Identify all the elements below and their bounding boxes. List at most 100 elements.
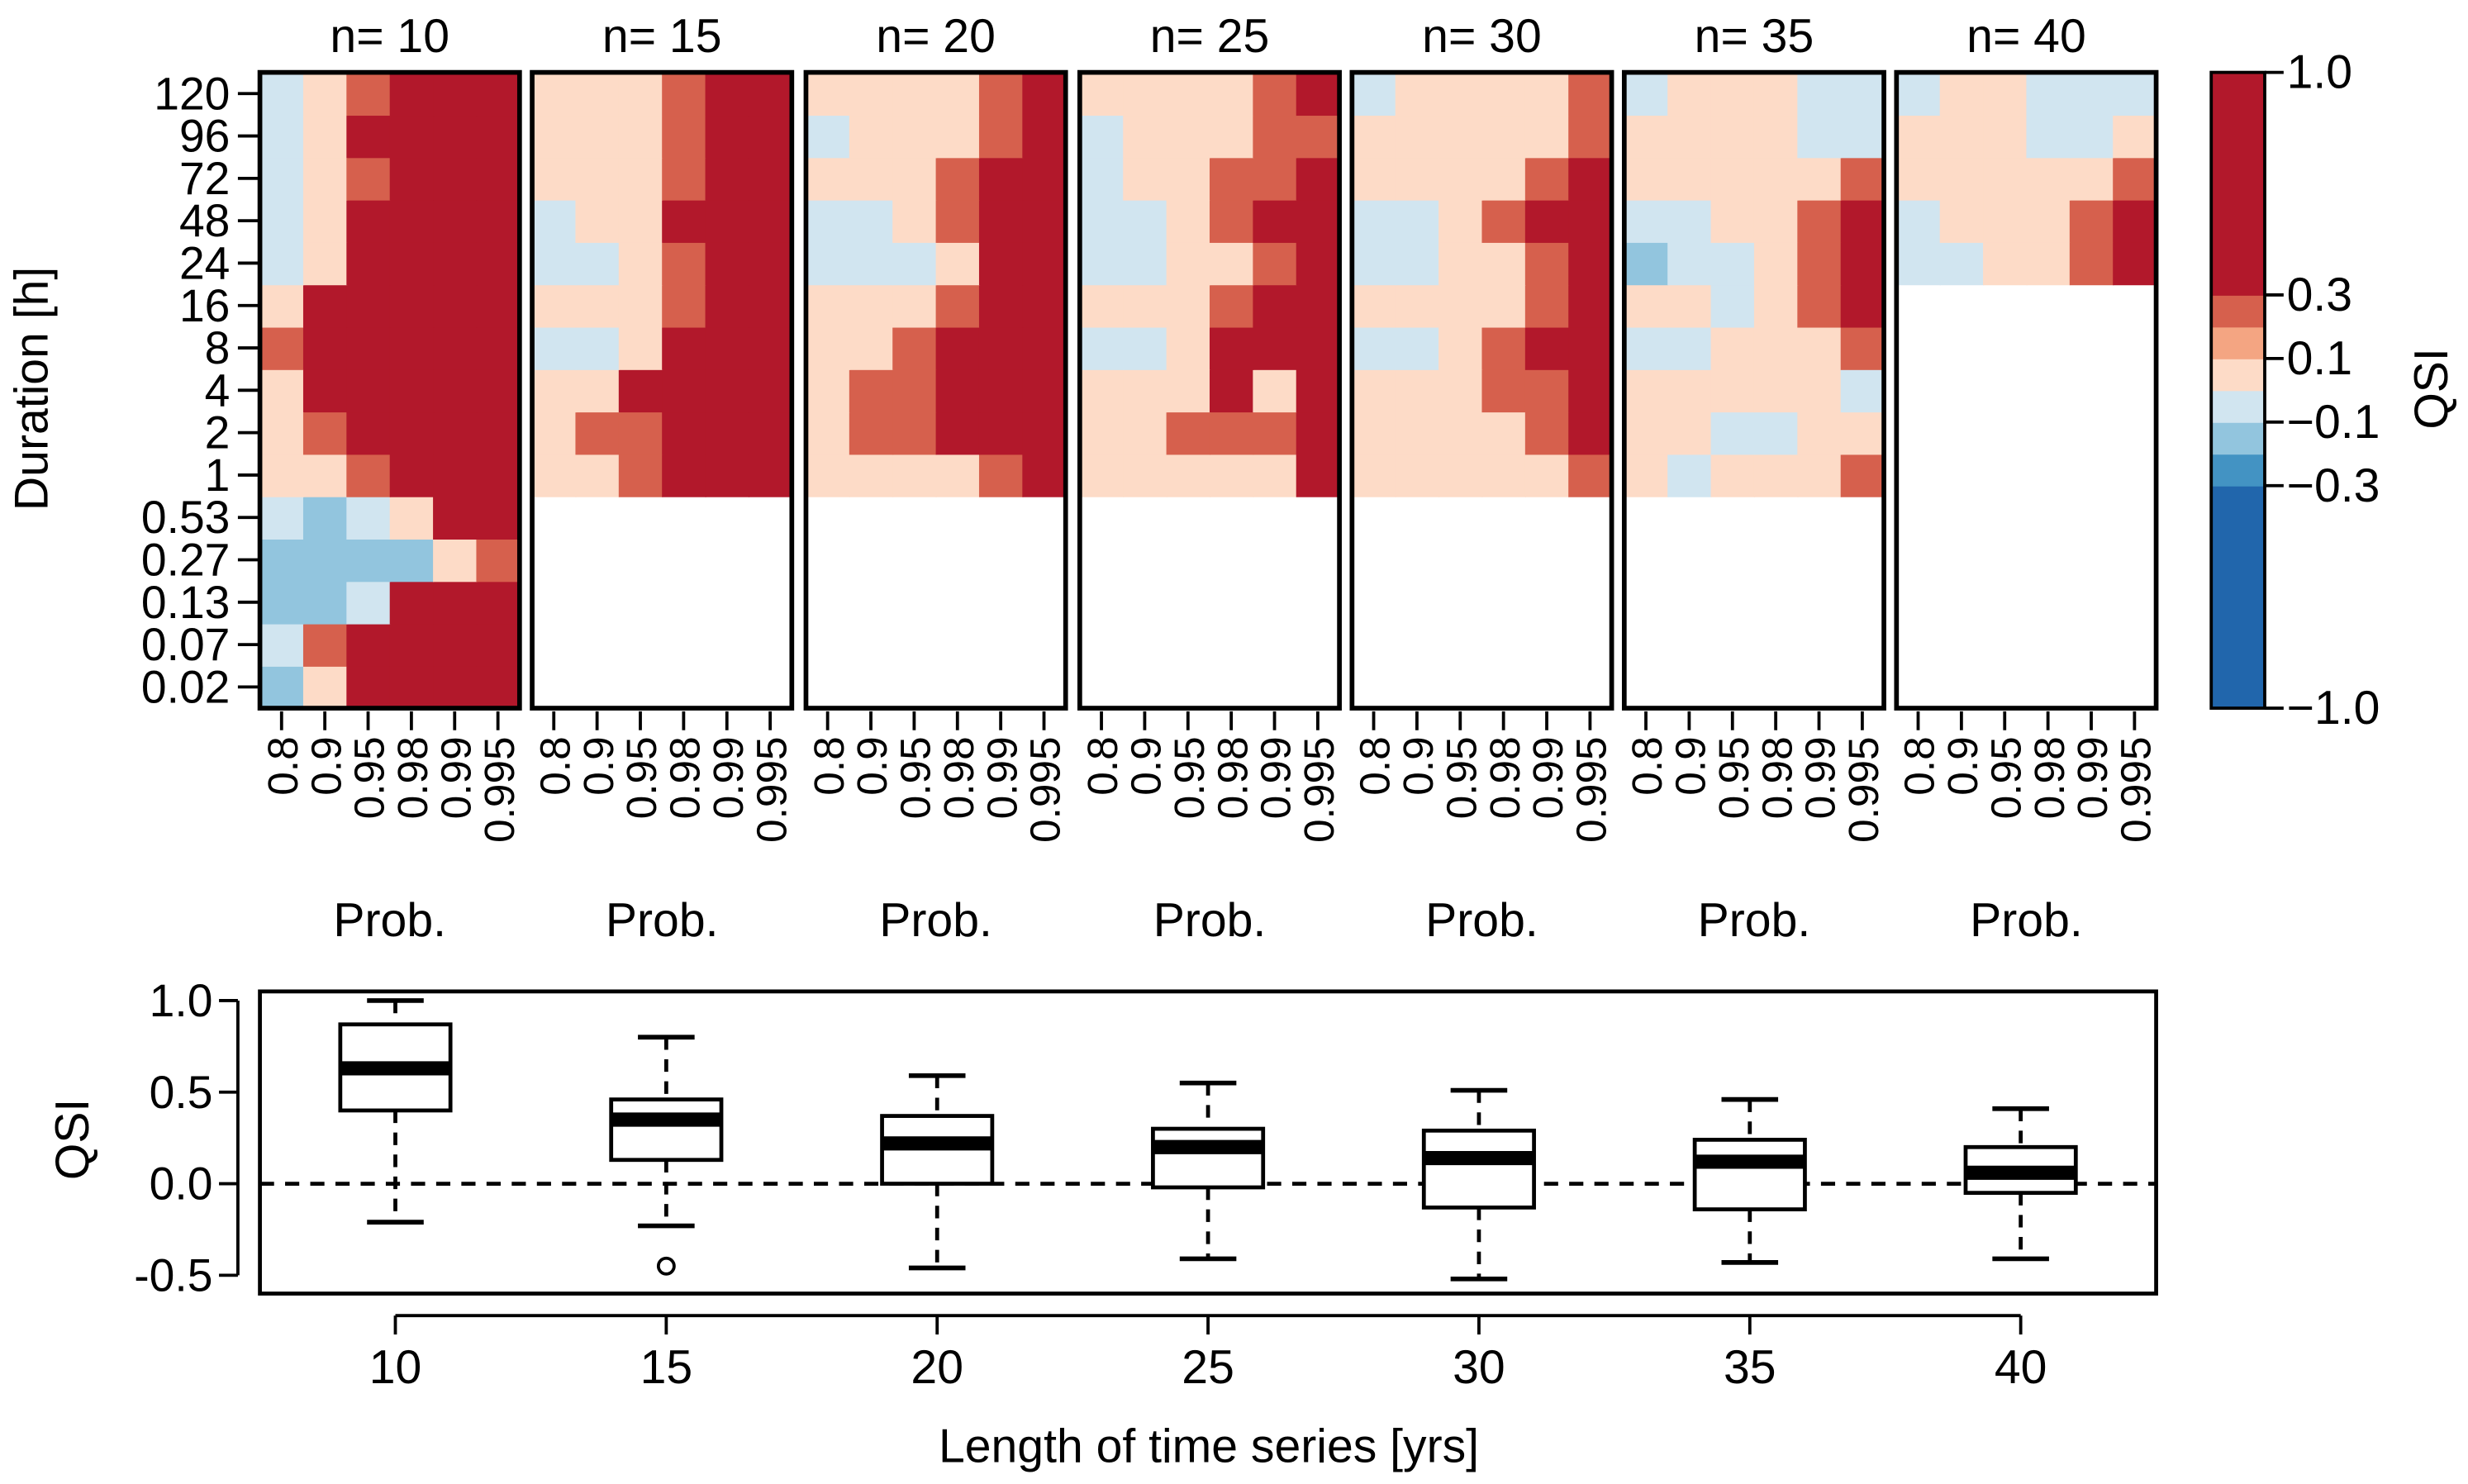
heatmap-cell	[705, 199, 750, 243]
heatmap-cell	[1352, 157, 1396, 201]
colorbar-tick-label: −0.1	[2287, 396, 2380, 449]
heatmap-x-tick-label: 0.9	[1122, 736, 1170, 795]
heatmap-cell	[705, 326, 750, 370]
heatmap-cell	[1568, 157, 1613, 201]
heatmap-cell	[1667, 241, 1712, 286]
heatmap-panel-4: n= 25 0.80.90.950.980.990.995 Prob.	[1077, 10, 1343, 947]
heatmap-cell	[259, 623, 305, 667]
heatmap-cell	[1797, 72, 1842, 117]
box-body	[1421, 1128, 1536, 1210]
heatmap-y-tick-label: 48	[179, 195, 230, 246]
heatmap-cell	[1079, 114, 1125, 159]
heatmap-cell	[1710, 454, 1756, 497]
heatmap-x-tick-label: 0.995	[2112, 736, 2160, 843]
heatmap-cell	[1352, 411, 1396, 455]
heatmap-cell	[1753, 369, 1799, 413]
heatmap-cell	[849, 72, 894, 117]
heatmap-cell	[806, 199, 850, 243]
colorbar: 1.0 0.3 0.1 −0.1 −0.3 −1.0	[2209, 46, 2380, 735]
heatmap-cell	[476, 157, 521, 201]
heatmap-panel-frame	[1894, 69, 2159, 711]
heatmap-cell	[1352, 326, 1396, 370]
heatmap-cell	[978, 157, 1024, 201]
heatmap-cell	[476, 369, 521, 413]
heatmap-cell	[748, 114, 793, 159]
heatmap-cell	[389, 199, 435, 243]
heatmap-cell	[1395, 114, 1440, 159]
heatmap-cell	[2113, 157, 2157, 201]
heatmap-cell	[2069, 72, 2114, 117]
heatmap-cell	[1624, 199, 1669, 243]
heatmap-cell	[1481, 284, 1526, 328]
heatmap-cell	[346, 581, 391, 625]
heatmap-cell	[1524, 284, 1570, 328]
heatmap-cell	[1840, 114, 1885, 159]
heatmap-cell	[2113, 114, 2157, 159]
heatmap-cell	[346, 72, 391, 117]
heatmap-cell	[1624, 326, 1669, 370]
box-25	[1151, 1080, 1266, 1262]
heatmap-cell	[662, 241, 706, 286]
heatmap-cell	[433, 623, 478, 667]
heatmap-cell	[892, 369, 937, 413]
heatmap-cell	[302, 665, 348, 710]
heatmap-cell	[978, 284, 1024, 328]
heatmap-cell	[1710, 284, 1756, 328]
heatmap-cell	[302, 284, 348, 328]
heatmap-cell	[1395, 326, 1440, 370]
heatmap-cell	[1624, 411, 1669, 455]
heatmap-y-label: Duration [h]	[5, 267, 58, 511]
heatmap-cell	[1939, 157, 1985, 201]
heatmap-x-tick-label: 0.99	[977, 736, 1025, 819]
heatmap-cell	[1022, 326, 1067, 370]
heatmap-cell	[935, 72, 981, 117]
heatmap-cell	[935, 284, 981, 328]
heatmap-cell	[2069, 241, 2114, 286]
heatmap-cell	[1209, 72, 1254, 117]
heatmap-cell	[1667, 369, 1712, 413]
heatmap-cell	[1166, 199, 1211, 243]
heatmap-cell	[1166, 72, 1211, 117]
heatmap-cell	[1983, 199, 2028, 243]
heatmap-cell	[1022, 114, 1067, 159]
colorbar-bin	[2211, 358, 2265, 392]
heatmap-cell	[575, 411, 620, 455]
heatmap-cell	[1481, 157, 1526, 201]
heatmap-x-label: Prob.	[1153, 894, 1267, 947]
heatmap-cell	[1568, 114, 1613, 159]
heatmap-cell	[892, 411, 937, 455]
heatmap-x-tick-label: 0.9	[848, 736, 896, 795]
heatmap-cell	[1939, 72, 1985, 117]
heatmap-cell	[1667, 157, 1712, 201]
heatmap-x-tick-label: 0.9	[1394, 736, 1442, 795]
heatmap-cell	[806, 114, 850, 159]
heatmap-cell	[662, 199, 706, 243]
box-30	[1421, 1087, 1536, 1282]
heatmap-cell	[259, 241, 305, 286]
heatmap-cell	[1209, 326, 1254, 370]
heatmap-cell	[1939, 114, 1985, 159]
heatmap-cell	[1524, 72, 1570, 117]
heatmap-cell	[1209, 454, 1254, 497]
heatmap-cell	[705, 454, 750, 497]
heatmap-x-tick-label: 0.8	[1623, 736, 1671, 795]
heatmap-x-label: Prob.	[606, 894, 719, 947]
boxplot: -0.5 0.0 0.5 1.0 10 15 20 25 30 35 40	[134, 975, 2158, 1394]
heatmap-cell	[1524, 241, 1570, 286]
box-20	[880, 1073, 995, 1271]
heatmap-cell	[1352, 199, 1396, 243]
heatmap-cell	[892, 326, 937, 370]
heatmap-panel-1: n= 10 0.80.90.950.980.990.995 Prob.	[257, 10, 523, 947]
heatmap-cell	[618, 369, 663, 413]
heatmap-cell	[346, 623, 391, 667]
heatmap-cell	[259, 665, 305, 710]
heatmap-cell	[346, 538, 391, 583]
heatmap-cell	[259, 369, 305, 413]
boxplot-x-label: Length of time series [yrs]	[939, 1420, 1479, 1472]
heatmap-cell	[389, 538, 435, 583]
heatmap-cell	[346, 496, 391, 540]
box-body	[1151, 1126, 1266, 1190]
heatmap-x-tick-label: 0.98	[1208, 736, 1256, 819]
heatmap-cell	[618, 241, 663, 286]
